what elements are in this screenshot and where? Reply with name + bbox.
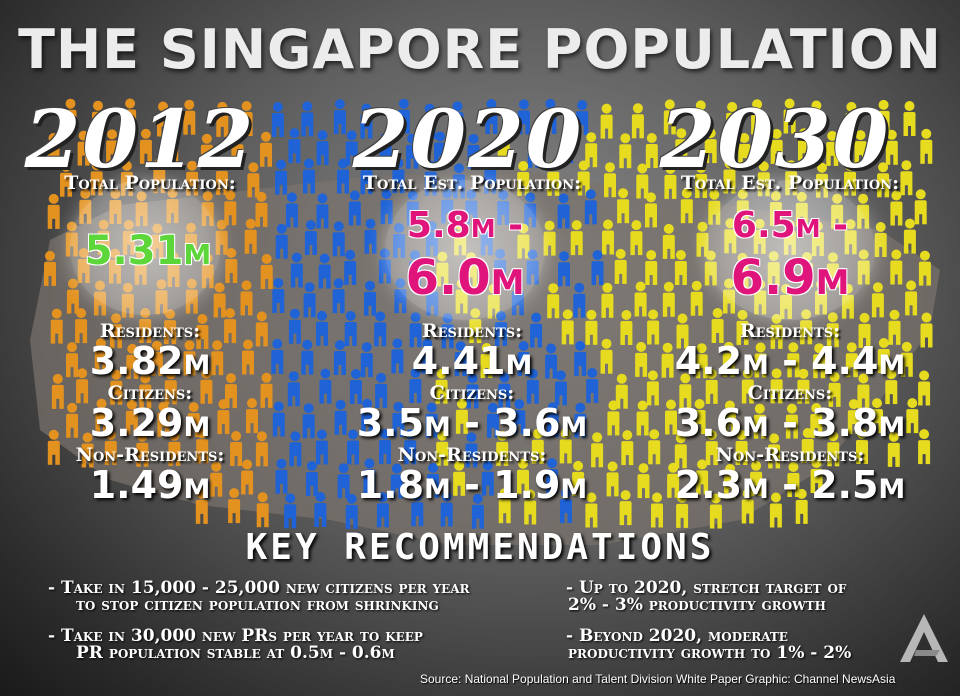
citizens-value: 3.5m - 3.6m	[356, 400, 588, 445]
recommendation-line: - Take in 15,000 - 25,000 new citizens p…	[48, 578, 470, 598]
person-icon	[903, 218, 916, 254]
highlight-circle-2030	[705, 180, 875, 320]
person-icon	[47, 193, 60, 229]
citizens-value: 3.29m	[89, 400, 211, 445]
total-population-value-2012: 5.31m	[84, 228, 212, 274]
column-2030: Total Est. Population:	[630, 172, 950, 194]
total-population-value-2020-low: 5.8m -	[406, 205, 524, 246]
recommendation-line: to stop citizen population from shrinkin…	[76, 595, 439, 615]
column-2012-stats: Residents: 3.82m Citizens: 3.29m Non-Res…	[0, 320, 310, 506]
page-title: THE SINGAPORE POPULATION	[18, 18, 942, 81]
total-population-value-2020-high: 6.0m	[405, 250, 525, 306]
non-residents-label: Non-Residents:	[397, 443, 547, 466]
non-residents-value: 1.49m	[89, 462, 211, 507]
residents-label: Residents:	[421, 320, 523, 342]
year-2020: 2020	[352, 92, 584, 186]
year-2012: 2012	[24, 92, 256, 186]
recommendation-productivity-beyond-2020: - Beyond 2020, moderate productivity gro…	[566, 628, 851, 662]
recommendation-line: 2% - 3% productivity growth	[568, 595, 826, 615]
column-2012: Total Population:	[0, 172, 310, 194]
column-2030-stats: Residents: 4.2m - 4.4m Citizens: 3.6m - …	[630, 320, 950, 506]
non-residents-label: Non-Residents:	[715, 443, 865, 466]
residents-label: Residents:	[99, 320, 201, 342]
citizens-value: 3.6m - 3.8m	[674, 400, 906, 445]
recommendation-line: - Beyond 2020, moderate	[566, 626, 788, 646]
year-2030: 2030	[659, 92, 891, 186]
highlight-circle-2012	[70, 180, 220, 315]
total-population-label: Total Est. Population:	[362, 172, 582, 194]
recommendation-line: - Take in 30,000 new PRs per year to kee…	[48, 626, 423, 646]
citizens-label: Citizens:	[429, 381, 515, 404]
residents-label: Residents:	[739, 320, 841, 342]
recommendation-citizens: - Take in 15,000 - 25,000 new citizens p…	[48, 580, 470, 614]
residents-value: 4.2m - 4.4m	[674, 339, 906, 383]
person-icon	[288, 128, 301, 164]
residents-value: 4.41m	[411, 339, 533, 383]
recommendation-line: - Up to 2020, stretch target of	[566, 578, 847, 598]
citizens-label: Citizens:	[107, 381, 193, 404]
recommendation-line: productivity growth to 1% - 2%	[568, 643, 852, 663]
recommendation-line: PR population stable at 0.5m - 0.6m	[76, 643, 395, 663]
recommendation-productivity-2020: - Up to 2020, stretch target of 2% - 3% …	[566, 580, 846, 614]
channel-newsasia-logo-icon	[900, 614, 948, 662]
recommendation-prs: - Take in 30,000 new PRs per year to kee…	[48, 628, 423, 662]
highlight-circle-2020	[385, 180, 545, 320]
total-population-label: Total Est. Population:	[680, 172, 900, 194]
residents-value: 3.82m	[89, 339, 211, 383]
source-credit: Source: National Population and Talent D…	[420, 672, 896, 686]
non-residents-value: 2.3m - 2.5m	[674, 462, 906, 507]
total-population-label: Total Population:	[64, 172, 236, 194]
person-icon	[890, 190, 903, 226]
column-2020-stats: Residents: 4.41m Citizens: 3.5m - 3.6m N…	[312, 320, 632, 506]
non-residents-label: Non-Residents:	[75, 443, 225, 466]
person-icon	[914, 189, 927, 225]
column-2020: Total Est. Population:	[312, 172, 632, 194]
non-residents-value: 1.8m - 1.9m	[356, 462, 588, 507]
person-icon	[301, 101, 314, 137]
citizens-label: Citizens:	[747, 381, 833, 404]
total-population-value-2030-high: 6.9m	[730, 250, 850, 306]
total-population-value-2030-low: 6.5m -	[731, 205, 849, 246]
key-recommendations-title: KEY RECOMMENDATIONS	[245, 527, 715, 568]
